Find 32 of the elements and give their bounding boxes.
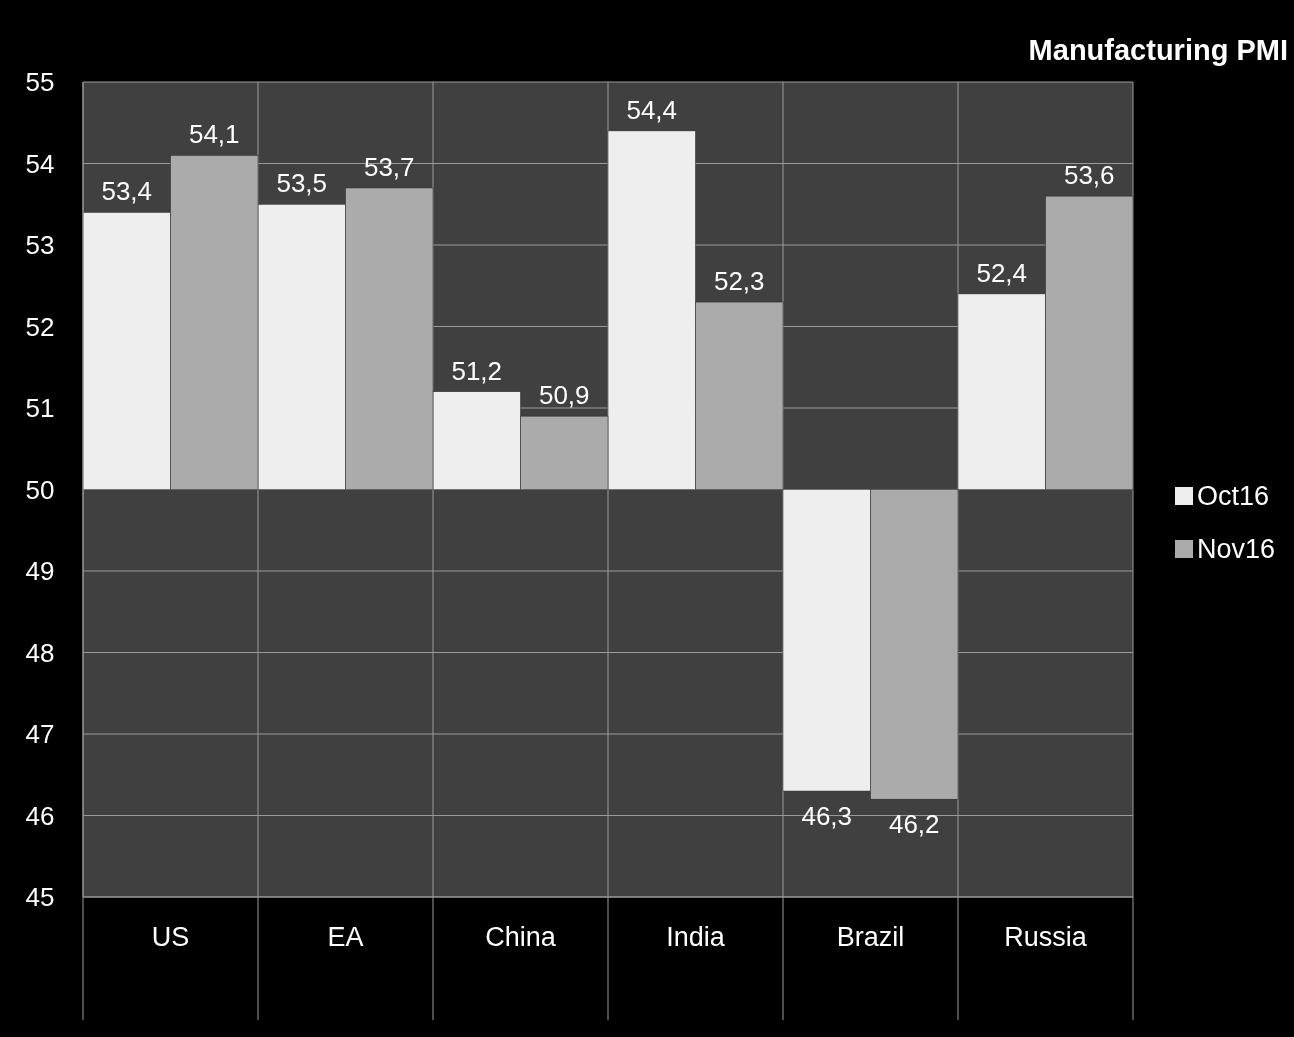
data-label: 53,7 — [363, 151, 415, 182]
x-tick-label: India — [666, 922, 726, 952]
y-tick-label: 52 — [25, 311, 55, 342]
data-label: 53,5 — [276, 168, 328, 199]
data-label: 52,4 — [976, 257, 1028, 288]
data-label: 46,3 — [801, 801, 853, 832]
y-tick-label: 51 — [25, 393, 55, 423]
x-tick-label: Russia — [1004, 922, 1088, 952]
chart-title: Manufacturing PMI — [1028, 34, 1288, 66]
y-tick-label: 45 — [25, 882, 55, 912]
data-label: 53,6 — [1063, 160, 1115, 191]
data-label: 51,2 — [451, 355, 503, 386]
data-label: 46,2 — [888, 809, 940, 840]
y-tick-label: 50 — [25, 474, 55, 505]
y-tick-label: 55 — [25, 67, 55, 97]
data-label: 54,4 — [626, 94, 678, 125]
y-tick-label: 49 — [25, 556, 55, 586]
x-tick-label: China — [485, 922, 557, 952]
x-tick-label: US — [151, 922, 190, 952]
y-tick-label: 48 — [25, 637, 55, 668]
data-label: 52,3 — [713, 266, 765, 297]
y-tick-label: 54 — [25, 148, 55, 179]
y-tick-label: 53 — [25, 230, 55, 260]
legend-label: Oct16 — [1197, 481, 1270, 511]
data-label: 50,9 — [538, 380, 590, 411]
legend-label: Nov16 — [1197, 534, 1276, 564]
data-label: 54,1 — [188, 119, 240, 150]
x-tick-label: Brazil — [836, 922, 905, 952]
y-tick-label: 46 — [25, 800, 55, 831]
x-tick-label: EA — [327, 922, 364, 952]
y-tick-label: 47 — [25, 719, 55, 749]
data-label: 53,4 — [101, 176, 153, 207]
